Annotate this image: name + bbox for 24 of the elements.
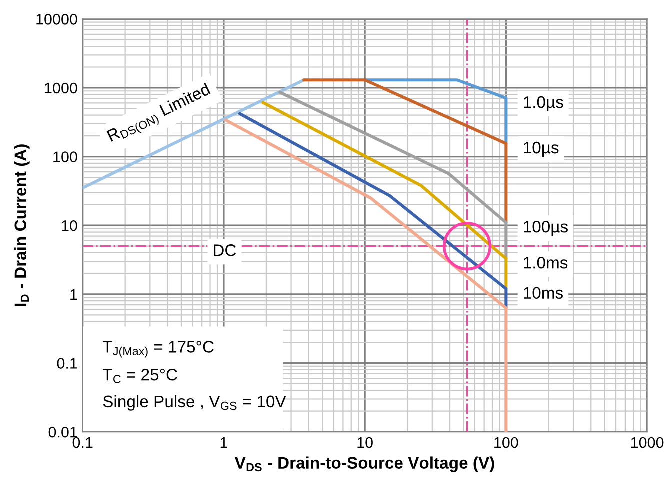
annotation: R$_{DS(ON)}$ Limited bbox=[106, 82, 213, 146]
series-label: 100µs bbox=[524, 220, 568, 236]
x-tick-label: 10 bbox=[358, 437, 373, 448]
y-axis-title: I$_{D}$ - Drain Current (A) bbox=[14, 144, 30, 306]
annotation: Single Pulse , V$_{GS}$ = 10V bbox=[103, 395, 286, 411]
y-tick-label: 0.1 bbox=[57, 358, 78, 369]
y-tick-label: 10 bbox=[62, 220, 78, 232]
x-axis-title: V$_{DS}$ - Drain-to-Source Voltage (V) bbox=[234, 456, 494, 472]
y-tick-label: 10000 bbox=[36, 14, 78, 25]
series-label: 1.0µs bbox=[524, 96, 564, 112]
y-tick-label: 1000 bbox=[45, 82, 78, 94]
series-label: 10µs bbox=[524, 142, 559, 158]
annotation: T$_{J(Max)}$ = 175°C bbox=[102, 341, 214, 358]
series-label: 10ms bbox=[524, 287, 563, 300]
y-tick-label: 100 bbox=[54, 152, 78, 162]
x-tick-label: 1000 bbox=[631, 437, 664, 448]
x-tick-label: 1 bbox=[220, 438, 228, 448]
annotation: T$_{C}$ = 25°C bbox=[102, 368, 178, 384]
ref-line-label: DC bbox=[214, 244, 236, 256]
x-tick-label: 0.1 bbox=[72, 437, 93, 448]
x-tick-label: 100 bbox=[494, 437, 518, 448]
y-tick-label: 1 bbox=[70, 289, 78, 300]
series-label: 1.0ms bbox=[524, 256, 568, 269]
y-tick-label: 0.01 bbox=[48, 426, 78, 438]
